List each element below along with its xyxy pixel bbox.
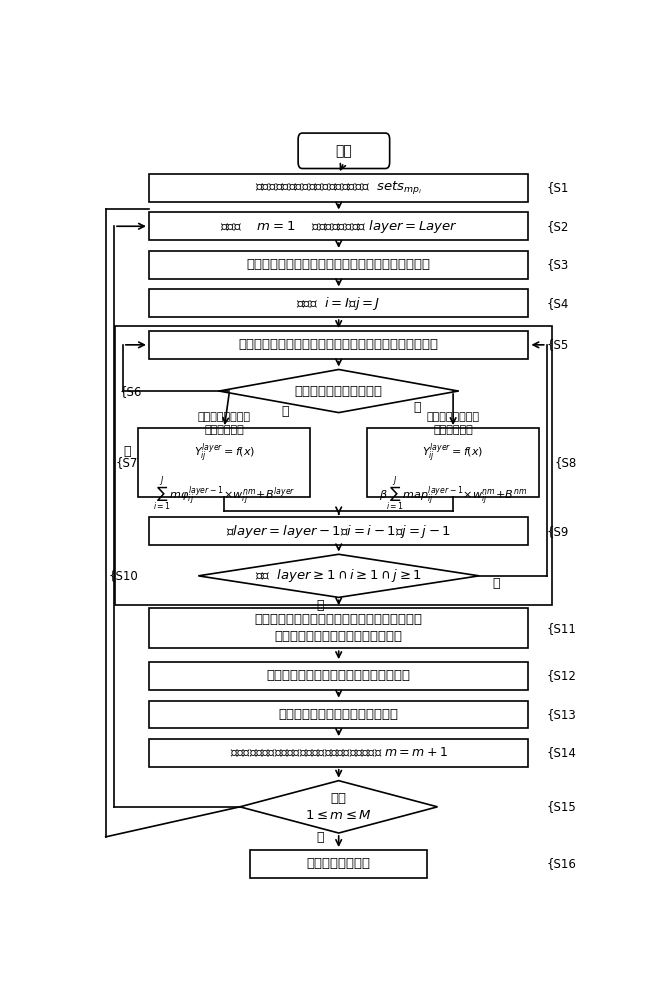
Text: 模型训练过程结束: 模型训练过程结束 [307, 857, 370, 870]
Text: 从监测点传感器数据集中映射监测点的矩阵图训练集: 从监测点传感器数据集中映射监测点的矩阵图训练集 [247, 258, 431, 271]
Text: 否: 否 [317, 831, 324, 844]
Text: 初始化局部区域的监测点传感器数据集  $sets_{mp_i}$: 初始化局部区域的监测点传感器数据集 $sets_{mp_i}$ [255, 179, 422, 196]
Text: 通过激活函数计算
传入的参数为
$Y_{ij}^{layer}=f(x)$
$\beta\sum_{i=1}^{J}map_{ij}^{layer-1}\!\t: 通过激活函数计算 传入的参数为 $Y_{ij}^{layer}=f(x)$ $\… [379, 412, 527, 513]
Text: {S12: {S12 [547, 669, 576, 682]
Text: {S1: {S1 [547, 181, 569, 194]
Text: {S4: {S4 [547, 297, 569, 310]
Bar [149, 174, 529, 202]
Text: 提取局部矩阵图训练集，将所有权值初始化为一个随机数: 提取局部矩阵图训练集，将所有权值初始化为一个随机数 [239, 338, 439, 351]
Polygon shape [198, 554, 479, 597]
Polygon shape [240, 781, 437, 833]
Text: 使用随机梯度下降法更新监督式策略模型: 使用随机梯度下降法更新监督式策略模型 [266, 669, 411, 682]
Text: {S14: {S14 [547, 746, 576, 759]
Bar [138, 428, 310, 497]
Bar [149, 251, 529, 279]
Bar [149, 662, 529, 690]
Text: {S5: {S5 [547, 338, 569, 351]
Text: {S10: {S10 [109, 569, 139, 582]
Text: {S8: {S8 [554, 456, 577, 469]
Bar [149, 212, 529, 240]
Text: 使用监督式策略模型训练迁移模型: 使用监督式策略模型训练迁移模型 [278, 708, 399, 721]
Text: {S6: {S6 [119, 385, 142, 398]
Text: 开始: 开始 [336, 144, 352, 158]
Text: 如果  $layer\geq1\cap i\geq1\cap j\geq1$: 如果 $layer\geq1\cap i\geq1\cap j\geq1$ [255, 567, 422, 584]
Text: {S9: {S9 [547, 525, 569, 538]
Text: 否: 否 [413, 401, 421, 414]
Text: 令$layer=layer-1$，$i=i-1$，$j=j-1$: 令$layer=layer-1$，$i=i-1$，$j=j-1$ [226, 523, 451, 540]
Text: 是: 是 [492, 577, 500, 590]
Text: {S3: {S3 [547, 258, 569, 271]
Text: 通过激活函数计算
传入的参数为
$Y_{ij}^{layer}=f(x)$
$\sum_{i=1}^{J}m\varphi_{ij}^{layer-1}\!\t: 通过激活函数计算 传入的参数为 $Y_{ij}^{layer}=f(x)$ $\… [153, 412, 295, 513]
Text: {S13: {S13 [547, 708, 576, 721]
Text: 否: 否 [317, 599, 324, 612]
Text: {S11: {S11 [547, 622, 576, 635]
Text: 是: 是 [123, 445, 130, 458]
Text: {S16: {S16 [547, 857, 576, 870]
Bar [149, 739, 529, 767]
Bar [250, 850, 427, 878]
Bar [149, 517, 529, 545]
Text: 是: 是 [282, 405, 289, 418]
Bar [149, 331, 529, 359]
FancyBboxPatch shape [298, 133, 390, 169]
Text: 使用随机梯度上升法的最大似然函数更新迁移模型，令 $m=m+1$: 使用随机梯度上升法的最大似然函数更新迁移模型，令 $m=m+1$ [229, 746, 448, 760]
Text: {S15: {S15 [547, 800, 576, 813]
Text: 判断当前层是否为卷积层: 判断当前层是否为卷积层 [295, 385, 382, 398]
Bar [115, 326, 552, 605]
Bar [149, 289, 529, 317]
Text: {S2: {S2 [547, 220, 569, 233]
Bar [149, 701, 529, 728]
Text: {S7: {S7 [115, 456, 138, 469]
Text: 初始化    $m=1$    ，初始化当前层数 $layer = Layer$: 初始化 $m=1$ ，初始化当前层数 $layer = Layer$ [220, 218, 458, 235]
Bar [149, 608, 529, 648]
Text: 光栅化输出向量：将各层输出连接成一个向量，
得到局部区域对应的监督式策略模型: 光栅化输出向量：将各层输出连接成一个向量， 得到局部区域对应的监督式策略模型 [255, 613, 423, 643]
Bar [367, 428, 539, 497]
Text: 如果
$1\leq m\leq M$: 如果 $1\leq m\leq M$ [305, 792, 372, 822]
Polygon shape [219, 369, 458, 413]
Text: 初始化  $i=I$，$j=J$: 初始化 $i=I$，$j=J$ [297, 295, 381, 312]
